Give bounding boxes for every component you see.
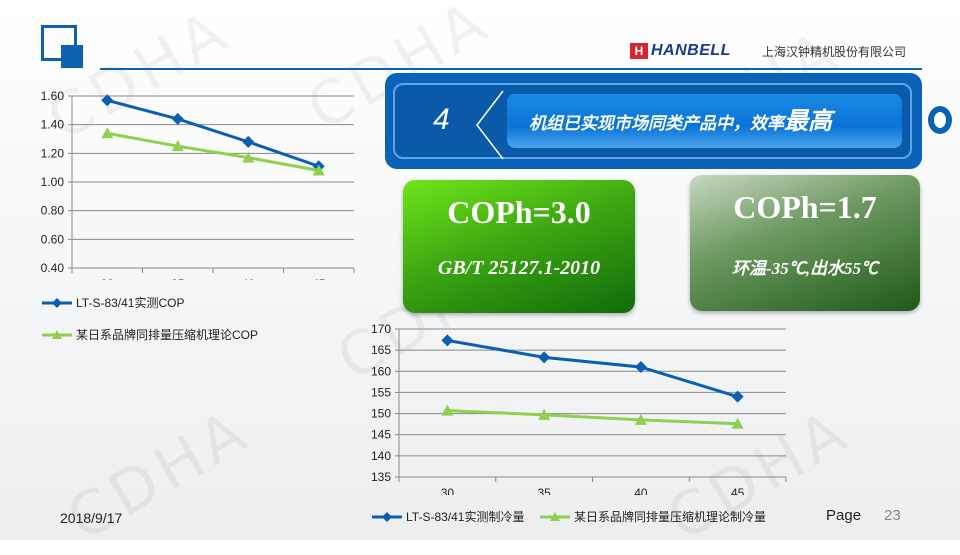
data-point-triangle [634,413,647,425]
data-point-diamond [538,351,551,364]
banner-number: 4 [433,103,450,136]
header-divider [100,68,922,70]
banner-text: 机组已实现市场同类产品中，效率最高 [507,94,902,148]
chevron-left-icon [476,90,504,160]
card-subtitle: GB/T 25127.1-2010 [437,257,601,279]
y-tick-label: 0.80 [41,204,65,218]
headline-banner: 4 机组已实现市场同类产品中，效率最高 [385,73,922,169]
card-subtitle: 环温-35℃,出水55℃ [732,259,878,278]
hanbell-logo: H HANBELL [630,42,731,60]
y-tick-label: 1.40 [41,118,65,132]
data-point-diamond [101,94,114,107]
footer-page-label: Page [826,507,862,524]
data-point-triangle [171,140,184,152]
data-point-diamond [242,135,255,148]
series-line [106,131,320,173]
x-tick-label: 30 [441,486,455,495]
card-title: COPh=3.0 [447,194,591,230]
banner-ring-decor [928,106,952,134]
banner-text-main: 机组已实现市场同类产品中，效率 [529,114,784,133]
y-tick-label: 0.40 [41,261,65,275]
data-point-triangle [312,164,325,176]
data-point-triangle [101,127,114,139]
y-tick-label: 1.60 [41,89,65,103]
watermark: CDHA [55,395,263,555]
chart2-legend-2: 某日系品牌同排量压缩机理论制冷量 [540,508,766,525]
card-title: COPh=1.7 [733,189,877,225]
y-tick-label: 160 [371,364,391,378]
y-tick-label: 165 [371,343,391,357]
series-line [447,409,738,426]
data-point-triangle [441,404,454,416]
chart1-legend-1: LT-S-83/41实测COP [42,294,184,311]
data-point-diamond [634,361,647,374]
data-point-triangle [731,417,744,429]
y-tick-label: 1.00 [41,175,65,189]
coph-card-condition: COPh=1.7 环温-35℃,出水55℃ [690,175,920,311]
footer-date: 2018/9/17 [60,510,123,526]
y-tick-label: 0.60 [41,232,65,246]
y-tick-label: 145 [371,428,391,442]
legend-label: 某日系品牌同排量压缩机理论制冷量 [574,510,767,524]
y-tick-label: 135 [371,470,391,484]
cooling-capacity-chart: 135 140 145 150 155 160 165 170 30 35 40 45 [371,322,787,495]
series-line [447,338,739,399]
x-tick-label: 40 [634,486,648,495]
data-point-triangle [242,151,255,163]
x-tick-label: 35 [537,486,551,495]
data-point-diamond [731,390,744,403]
chart2-legend-1: LT-S-83/41实测制冷量 [372,508,524,525]
logo-mark: H [630,43,648,59]
y-tick-label: 140 [371,449,391,463]
x-tick-label: 30 [101,277,115,280]
decor-square-outline [41,25,77,61]
legend-triangle-icon [42,329,72,339]
coph-card-hanbell: COPh=3.0 GB/T 25127.1-2010 [403,180,635,313]
x-tick-label: 45 [731,486,745,495]
company-name: 上海汉钟精机股份有限公司 [762,45,907,59]
data-point-diamond [171,112,184,125]
x-tick-label: 45 [312,277,326,280]
legend-diamond-icon [42,297,72,308]
footer-page-number: 23 [884,507,901,524]
series-line [106,98,320,168]
banner-text-emphasis: 最高 [784,108,832,135]
legend-label: LT-S-83/41实测COP [76,296,185,310]
y-tick-label: 155 [371,385,391,399]
legend-label: LT-S-83/41实测制冷量 [406,510,525,524]
legend-triangle-icon [540,511,570,521]
data-point-diamond [441,334,454,347]
legend-diamond-icon [372,511,402,522]
decor-square-filled [61,45,83,68]
logo-text: HANBELL [651,42,731,59]
y-tick-label: 170 [371,322,391,336]
x-tick-label: 35 [171,277,185,280]
cop-chart: 0.40 0.60 0.80 1.00 1.20 1.40 1.60 30 35 40 45 [41,89,355,280]
y-tick-label: 1.20 [41,146,65,160]
x-tick-label: 40 [242,277,256,280]
chart1-legend-2: 某日系品牌同排量压缩机理论COP [42,326,258,343]
y-tick-label: 150 [371,407,391,421]
legend-label: 某日系品牌同排量压缩机理论COP [76,328,259,342]
data-point-triangle [538,408,551,420]
